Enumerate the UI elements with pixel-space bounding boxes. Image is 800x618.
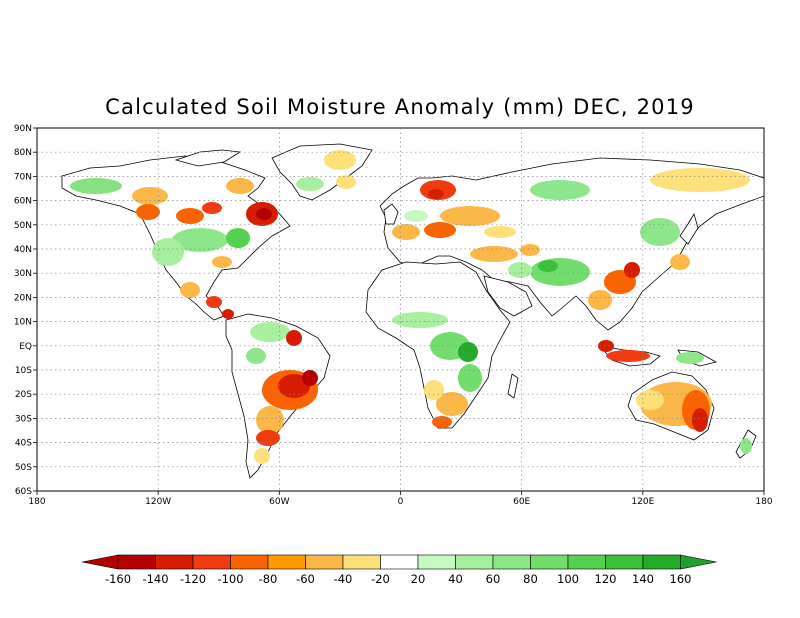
colorbar-label: 100 xyxy=(557,572,579,586)
british-isles xyxy=(383,203,399,225)
colorbar-swatch xyxy=(155,554,194,570)
lat-tick-label: 60N xyxy=(14,197,32,207)
colorbar-label: -40 xyxy=(334,572,353,586)
japan xyxy=(679,213,699,245)
lon-tick-label: 180 xyxy=(755,497,772,507)
colorbar-swatch xyxy=(117,554,156,570)
latitude-labels: 90N 80N 70N 60N 50N 40N 30N 20N 10N EQ 10S 20S 30S 40… xyxy=(14,124,37,497)
colorbar-label: 60 xyxy=(486,572,501,586)
colorbar-swatch xyxy=(267,554,306,570)
lat-tick-label: 90N xyxy=(14,124,32,134)
lat-tick-label: 10S xyxy=(15,366,32,376)
lat-tick-label: 50N xyxy=(14,221,32,231)
eurasia xyxy=(379,157,764,331)
colorbar-label: -60 xyxy=(296,572,315,586)
colorbar-high-arrow xyxy=(680,554,717,570)
lon-tick-label: 60W xyxy=(269,497,289,507)
colorbar-label: -140 xyxy=(142,572,168,586)
colorbar-low-arrow xyxy=(81,554,119,570)
lat-tick-label: 70N xyxy=(14,172,32,182)
madagascar xyxy=(507,373,519,399)
colorbar-swatch xyxy=(642,554,681,570)
lat-tick-label: 10N xyxy=(14,318,32,328)
lat-tick-label: 40S xyxy=(15,439,32,449)
colorbar-swatch xyxy=(192,554,231,570)
lat-tick-label: EQ xyxy=(19,342,32,352)
lon-tick-label: 0 xyxy=(398,497,404,507)
colorbar-swatch xyxy=(455,554,494,570)
colorbar-swatch xyxy=(605,554,644,570)
colorbar-swatch xyxy=(230,554,269,570)
lat-tick-label: 40N xyxy=(14,245,32,255)
colorbar-label: 160 xyxy=(670,572,692,586)
longitude-labels: 180 120W 60W 0 60E 120E 180 xyxy=(28,491,773,507)
colorbar-label: -80 xyxy=(259,572,278,586)
map-title: Calculated Soil Moisture Anomaly (mm) DE… xyxy=(105,95,695,119)
colorbar-label: 80 xyxy=(523,572,538,586)
colorbar: -160 -140 -120 -100 -80 -60 -40 -20 20 40 60 80 100 1… xyxy=(81,554,717,586)
colorbar-label: -20 xyxy=(371,572,390,586)
colorbar-swatch xyxy=(342,554,381,570)
lat-lon-grid xyxy=(37,128,764,491)
colorbar-label: -160 xyxy=(105,572,131,586)
colorbar-swatch xyxy=(380,554,419,570)
lat-tick-label: 80N xyxy=(14,148,32,158)
colorbar-swatch xyxy=(492,554,531,570)
colorbar-label: 120 xyxy=(595,572,617,586)
colorbar-label: 40 xyxy=(448,572,463,586)
lon-tick-label: 120W xyxy=(145,497,171,507)
anomaly-shading xyxy=(70,150,752,464)
lat-tick-label: 20N xyxy=(14,293,32,303)
colorbar-swatch xyxy=(305,554,344,570)
arabia xyxy=(483,275,533,317)
lon-tick-label: 180 xyxy=(28,497,45,507)
colorbar-swatch xyxy=(530,554,569,570)
lat-tick-label: 30S xyxy=(15,414,32,424)
lat-tick-label: 30N xyxy=(14,269,32,279)
colorbar-label: 140 xyxy=(632,572,654,586)
lat-tick-label: 60S xyxy=(15,487,32,497)
lon-tick-label: 60E xyxy=(513,497,530,507)
colorbar-label: -120 xyxy=(180,572,206,586)
lon-tick-label: 120E xyxy=(631,497,654,507)
colorbar-swatch xyxy=(567,554,606,570)
lat-tick-label: 20S xyxy=(15,390,32,400)
colorbar-swatch xyxy=(417,554,456,570)
lat-tick-label: 50S xyxy=(15,463,32,473)
colorbar-label: -100 xyxy=(217,572,243,586)
colorbar-label: 20 xyxy=(411,572,426,586)
